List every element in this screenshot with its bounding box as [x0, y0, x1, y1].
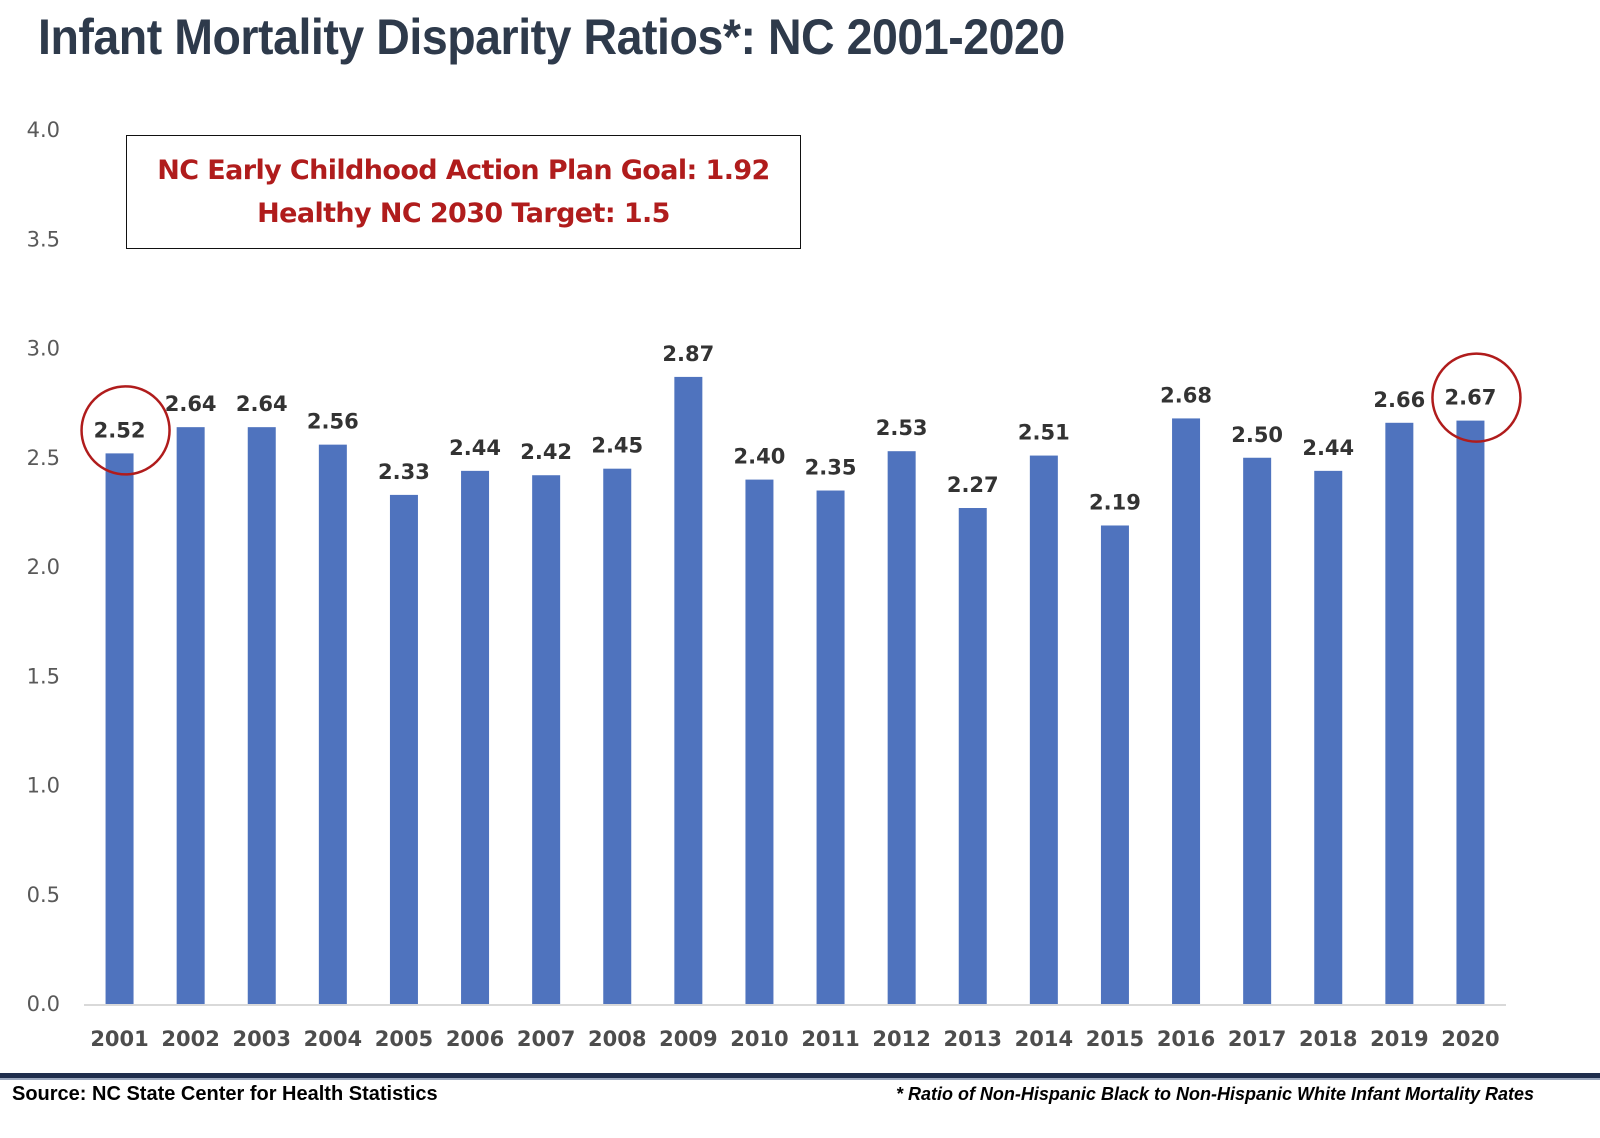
data-label-2002: 2.64 [165, 392, 217, 416]
x-tick-label: 2014 [1015, 1027, 1073, 1051]
footer-divider [0, 1073, 1600, 1080]
action-plan-goal-text: NC Early Childhood Action Plan Goal: 1.9… [157, 155, 770, 186]
x-tick-label: 2003 [233, 1027, 291, 1051]
data-label-2003: 2.64 [236, 392, 288, 416]
bar-2005 [389, 494, 418, 1004]
x-tick-label: 2007 [517, 1027, 575, 1051]
x-tick-label: 2016 [1157, 1027, 1215, 1051]
y-tick-label: 1.5 [27, 664, 60, 688]
data-label-2012: 2.53 [876, 416, 928, 440]
x-tick-label: 2005 [375, 1027, 433, 1051]
bar-2011 [816, 490, 845, 1004]
y-tick-label: 2.0 [27, 555, 60, 579]
x-tick-label: 2001 [90, 1027, 148, 1051]
bar-2006 [461, 470, 490, 1004]
footnote: * Ratio of Non-Hispanic Black to Non-His… [895, 1084, 1534, 1104]
y-tick-label: 3.0 [27, 337, 60, 361]
y-tick-label: 4.0 [27, 118, 60, 142]
data-label-2010: 2.40 [734, 445, 786, 469]
x-tick-label: 2018 [1299, 1027, 1357, 1051]
bar-2001 [105, 453, 134, 1004]
bar-2017 [1243, 457, 1272, 1004]
healthy-nc-target-text: Healthy NC 2030 Target: 1.5 [257, 198, 670, 229]
bar-2015 [1100, 525, 1129, 1004]
y-tick-label: 2.5 [27, 446, 60, 470]
data-label-2018: 2.44 [1302, 436, 1354, 460]
source-note: Source: NC State Center for Health Stati… [12, 1083, 438, 1105]
data-label-2008: 2.45 [591, 434, 643, 458]
bar-2009 [674, 376, 703, 1004]
highlight-circles [80, 352, 1522, 476]
goal-annotation-box: NC Early Childhood Action Plan Goal: 1.9… [126, 135, 801, 249]
bar-2019 [1385, 422, 1414, 1004]
x-tick-label: 2004 [304, 1027, 362, 1051]
bar-2018 [1314, 470, 1343, 1004]
data-label-2016: 2.68 [1160, 383, 1212, 407]
data-label-2009: 2.87 [662, 342, 714, 366]
data-label-2004: 2.56 [307, 410, 359, 434]
x-tick-label: 2011 [801, 1027, 859, 1051]
highlight-circle-2001 [80, 385, 171, 476]
bar-2014 [1029, 455, 1058, 1004]
y-axis: 0.0 0.5 1.0 1.5 2.0 2.5 3.0 3.5 4.0 [27, 118, 60, 1016]
y-tick-label: 0.5 [27, 883, 60, 907]
x-tick-label: 2017 [1228, 1027, 1286, 1051]
data-label-2019: 2.66 [1373, 388, 1425, 412]
y-tick-label: 0.0 [27, 992, 60, 1016]
x-tick-label: 2002 [161, 1027, 219, 1051]
x-tick-label: 2008 [588, 1027, 646, 1051]
data-label-2014: 2.51 [1018, 421, 1070, 445]
bar-2013 [958, 508, 987, 1004]
data-label-2001: 2.52 [94, 418, 146, 442]
data-labels: 2.52 2.64 2.64 2.56 2.33 2.44 2.42 2.45 2.87 2.40… [94, 342, 1497, 515]
data-label-2007: 2.42 [520, 440, 572, 464]
bar-2010 [745, 479, 774, 1005]
bar-2012 [887, 451, 916, 1004]
bar-2002 [176, 427, 205, 1004]
x-tick-label: 2013 [944, 1027, 1002, 1051]
bar-2020 [1456, 420, 1485, 1005]
chart-title: Infant Mortality Disparity Ratios*: NC 2… [38, 9, 1065, 65]
y-tick-label: 1.0 [27, 774, 60, 798]
x-tick-label: 2010 [730, 1027, 788, 1051]
bar-2004 [318, 444, 347, 1004]
data-label-2020: 2.67 [1445, 386, 1497, 410]
data-label-2011: 2.35 [805, 456, 857, 480]
x-tick-label: 2019 [1370, 1027, 1428, 1051]
data-label-2013: 2.27 [947, 473, 999, 497]
x-tick-label: 2015 [1086, 1027, 1144, 1051]
bar-2016 [1172, 418, 1201, 1004]
x-tick-label: 2009 [659, 1027, 717, 1051]
bar-2007 [532, 475, 561, 1005]
data-label-2017: 2.50 [1231, 423, 1283, 447]
y-tick-label: 3.5 [27, 227, 60, 251]
highlight-circle-2020 [1431, 352, 1522, 443]
bars [105, 376, 1485, 1005]
bar-2008 [603, 468, 632, 1004]
data-label-2015: 2.19 [1089, 490, 1141, 514]
data-label-2005: 2.33 [378, 460, 430, 484]
x-axis: 2001 2002 2003 2004 2005 2006 2007 2008 2009 2010… [90, 1027, 1499, 1051]
x-tick-label: 2006 [446, 1027, 504, 1051]
data-label-2006: 2.44 [449, 436, 501, 460]
x-tick-label: 2020 [1441, 1027, 1499, 1051]
x-tick-label: 2012 [872, 1027, 930, 1051]
bar-2003 [247, 427, 276, 1004]
